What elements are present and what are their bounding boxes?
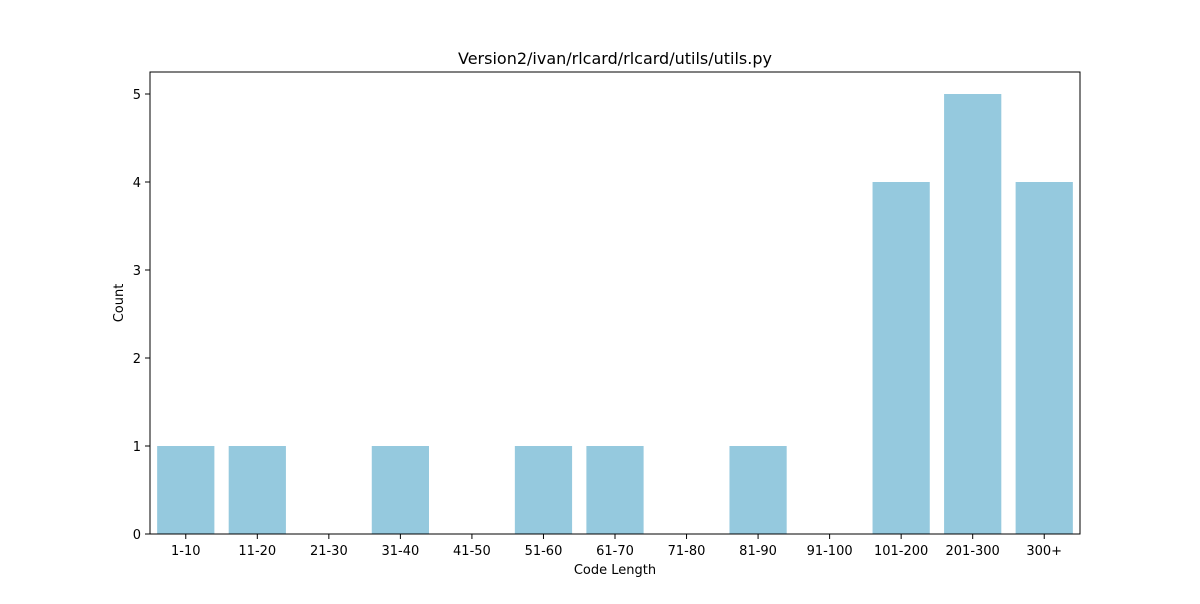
y-tick-label: 3 (133, 264, 141, 279)
y-tick-label: 0 (133, 528, 141, 543)
x-tick-label: 71-80 (668, 544, 706, 559)
x-tick-label: 11-20 (238, 544, 276, 559)
x-tick-label: 1-10 (171, 544, 201, 559)
y-tick-label: 1 (133, 440, 141, 455)
bar-31-40 (371, 446, 429, 534)
bar-51-60 (514, 446, 573, 534)
y-tick-label: 4 (133, 176, 141, 191)
y-tick-label: 5 (133, 88, 141, 103)
x-tick-label: 81-90 (739, 544, 777, 559)
x-tick-label: 201-300 (946, 544, 1000, 559)
y-tick-label: 2 (133, 352, 141, 367)
x-tick-label: 91-100 (807, 544, 853, 559)
x-axis-label: Code Length (574, 563, 656, 578)
bar-81-90 (729, 446, 787, 534)
x-tick-label: 21-30 (310, 544, 348, 559)
bar-300+ (1015, 182, 1073, 534)
chart-title: Version2/ivan/rlcard/rlcard/utils/utils.… (458, 49, 772, 68)
x-tick-label: 31-40 (381, 544, 419, 559)
plot-frame (149, 71, 1081, 535)
x-tick-label: 61-70 (596, 544, 634, 559)
bar-11-20 (228, 446, 286, 534)
bar-61-70 (586, 446, 644, 534)
y-axis-label: Count (112, 284, 127, 323)
bar-201-300 (944, 94, 1002, 534)
bar-101-200 (872, 182, 930, 534)
bar-1-10 (157, 446, 215, 534)
bars-layer (157, 94, 1073, 534)
x-axis-ticks: 1-10 11-20 21-30 31-40 41-50 51-60 61-70 71-80 8… (171, 534, 1062, 559)
x-tick-label: 51-60 (525, 544, 563, 559)
x-tick-label: 41-50 (453, 544, 491, 559)
x-tick-label: 300+ (1026, 544, 1062, 559)
x-tick-label: 101-200 (874, 544, 928, 559)
y-axis-ticks: 0 1 2 3 4 5 (133, 88, 150, 543)
